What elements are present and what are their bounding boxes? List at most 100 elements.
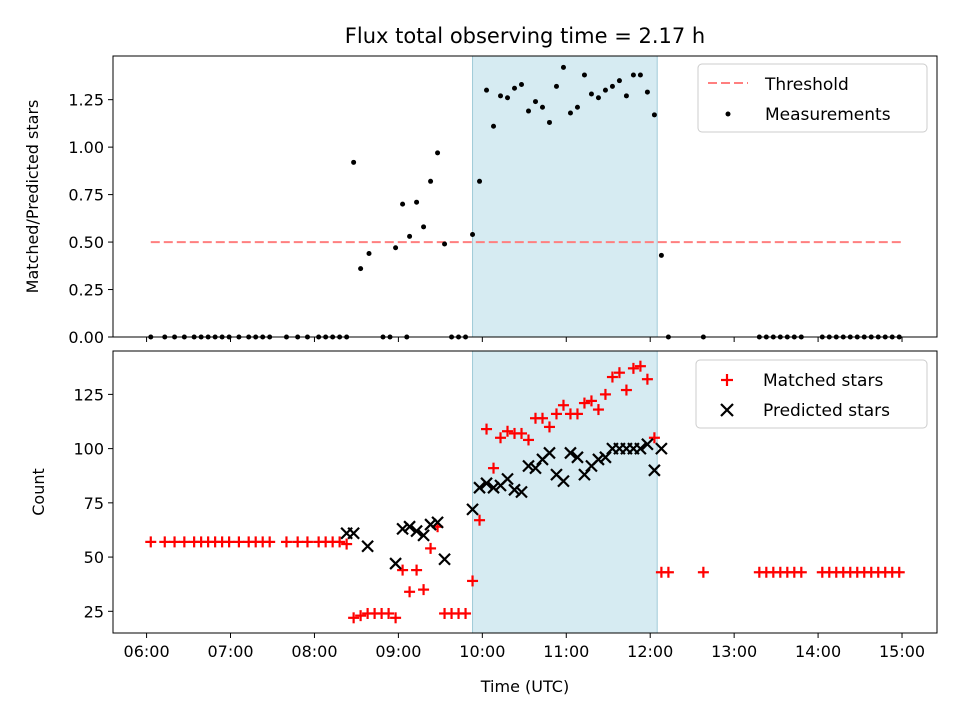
matched-star-point [467,575,479,587]
bottom-x-axis: 06:00 07:00 08:00 09:00 10:00 11:00 12:00 13:00… [124,633,925,661]
x-tick-label: 06:00 [124,642,170,661]
predicted-stars-series [340,437,668,570]
matched-star-point [550,408,562,420]
matched-star-point [613,367,625,379]
legend-threshold-label: Threshold [764,75,849,95]
x-axis-label: Time (UTC) [480,677,569,696]
bottom-plot-frame [112,350,938,634]
matched-star-point [495,432,507,444]
chart-title: Flux total observing time = 2.17 h [345,24,705,48]
predicted-star-point [515,485,528,499]
matched-star-point [159,536,171,548]
matched-star-point [334,536,346,548]
matched-star-point [481,423,493,435]
matched-star-point [795,566,807,578]
measurement-point [588,91,594,97]
matched-star-point [502,425,514,437]
matched-star-point [460,607,472,619]
measurement-point [442,241,448,247]
matched-star-point [893,566,905,578]
x-tick-label: 08:00 [291,642,337,661]
predicted-star-point [410,524,423,538]
measurement-point [366,250,372,256]
y-tick-label: 0.75 [68,186,104,205]
measurement-point [595,95,601,101]
matched-star-point [390,612,402,624]
y-tick-label: 125 [73,385,104,404]
predicted-star-point [529,461,542,475]
predicted-star-point [473,481,486,494]
matched-star-point [585,395,597,407]
matched-star-point [341,538,353,550]
predicted-star-point [557,474,570,488]
matched-star-point [641,373,653,385]
predicted-star-point [466,503,479,516]
measurement-point [491,123,497,129]
top-plot-frame [112,55,938,338]
x-tick-label: 11:00 [543,642,589,661]
predicted-star-point [571,451,584,464]
matched-star-point [301,536,313,548]
measurement-point [560,64,566,70]
top-x-ticks [146,337,903,342]
predicted-star-point [417,529,430,542]
measurement-point [658,252,664,258]
measurement-point [393,245,399,251]
predicted-star-point [501,472,514,486]
top-y-axis-label: Matched/Predicted stars [23,100,42,294]
predicted-star-point [543,446,556,460]
predicted-star-point [634,442,647,455]
measurement-point [581,72,587,78]
predicted-star-point [641,437,654,451]
predicted-star-point [431,516,444,529]
measurement-point [609,83,615,89]
measurement-point [637,72,643,78]
matched-star-point [264,536,276,548]
measurement-point [470,231,476,237]
bottom-y-axis: 25 50 75 100 125 [73,385,113,621]
matched-star-point [169,536,181,548]
matched-star-point [397,564,409,576]
legend-matched-label: Matched stars [763,371,883,391]
x-tick-label: 14:00 [795,642,841,661]
matched-star-point [145,536,157,548]
x-tick-label: 12:00 [627,642,673,661]
y-tick-label: 25 [84,602,104,621]
predicted-star-point [564,446,577,460]
matched-star-point [571,408,583,420]
top-y-axis: 0.00 0.25 0.50 0.75 1.00 1.25 [68,91,113,347]
measurement-point [505,95,511,101]
matched-star-point [578,397,590,409]
matched-star-point [634,360,646,372]
matched-star-point [178,536,190,548]
matched-star-point [355,610,367,622]
matched-star-point [592,404,604,416]
predicted-star-point [522,459,535,473]
measurement-point [546,119,552,125]
measurement-point [630,72,636,78]
predicted-star-point [424,518,437,531]
y-tick-label: 50 [84,548,104,567]
predicted-star-point [389,557,402,570]
measurement-point [400,201,406,207]
matched-star-point [599,388,611,400]
legend-measurements-swatch [725,111,731,117]
measurement-point [512,85,518,91]
measurement-point [532,99,538,105]
predicted-star-point [578,468,591,481]
predicted-star-point [487,481,500,494]
measurement-point [644,89,650,95]
matched-star-point [292,536,304,548]
measurement-point [428,178,434,184]
x-tick-label: 13:00 [711,642,757,661]
x-tick-label: 10:00 [459,642,505,661]
predicted-star-point [438,552,451,566]
measurement-point [623,93,629,99]
matched-star-point [425,542,437,554]
predicted-star-point [396,522,409,536]
y-tick-label: 1.25 [68,91,104,110]
top-shaded-interval [472,55,658,338]
measurement-point [651,112,657,118]
matched-star-point [536,412,548,424]
bottom-panel: 25 50 75 100 125 06:00 07:00 08:00 09:00 10:00 11… [29,350,938,696]
